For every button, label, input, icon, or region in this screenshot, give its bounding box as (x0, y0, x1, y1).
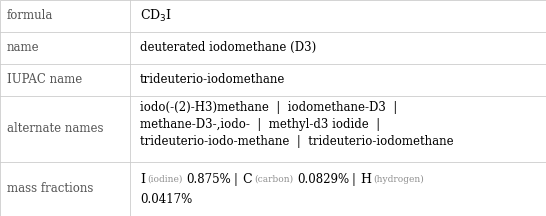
Text: formula: formula (7, 10, 54, 22)
Text: (iodine): (iodine) (147, 175, 182, 184)
Text: name: name (7, 41, 40, 54)
Text: CD$_3$I: CD$_3$I (140, 8, 172, 24)
Text: 0.875%: 0.875% (186, 173, 231, 186)
Text: |: | (233, 173, 237, 186)
Text: |: | (351, 173, 355, 186)
Text: H: H (361, 173, 372, 186)
Text: mass fractions: mass fractions (7, 182, 93, 195)
Text: (hydrogen): (hydrogen) (373, 175, 424, 184)
Text: alternate names: alternate names (7, 122, 104, 135)
Text: methane-D3-,iodo-  |  methyl-d3 iodide  |: methane-D3-,iodo- | methyl-d3 iodide | (140, 118, 380, 131)
Text: trideuterio-iodo-methane  |  trideuterio-iodomethane: trideuterio-iodo-methane | trideuterio-i… (140, 135, 454, 148)
Text: trideuterio-iodomethane: trideuterio-iodomethane (140, 73, 286, 86)
Text: (carbon): (carbon) (254, 175, 293, 184)
Text: C: C (242, 173, 252, 186)
Text: I: I (140, 173, 145, 186)
Text: 0.0829%: 0.0829% (297, 173, 349, 186)
Text: 0.0417%: 0.0417% (140, 193, 192, 206)
Text: IUPAC name: IUPAC name (7, 73, 82, 86)
Text: iodo(-(2)-H3)methane  |  iodomethane-D3  |: iodo(-(2)-H3)methane | iodomethane-D3 | (140, 101, 397, 114)
Text: deuterated iodomethane (D3): deuterated iodomethane (D3) (140, 41, 316, 54)
